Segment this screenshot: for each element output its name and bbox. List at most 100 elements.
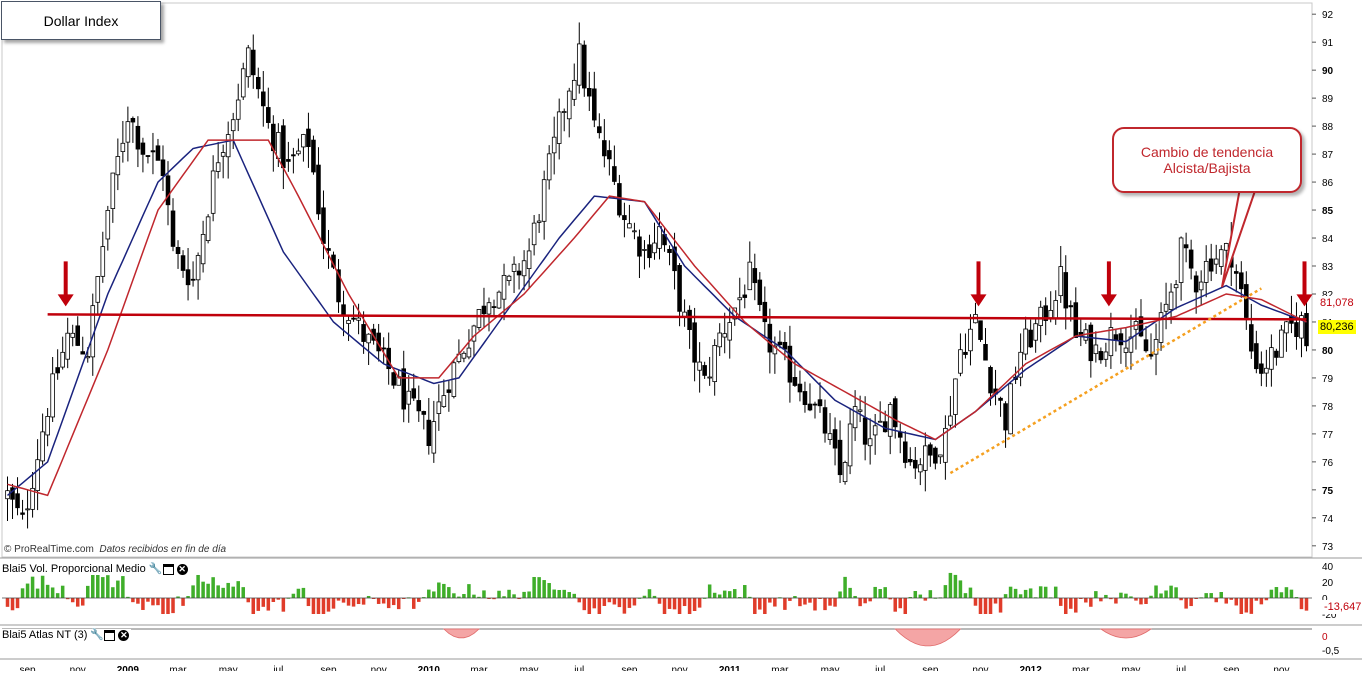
volume-axis-label: 0	[1322, 594, 1328, 605]
volume-bar	[838, 591, 842, 598]
volume-bar	[50, 587, 55, 598]
close-icon[interactable]: ✕	[118, 629, 130, 641]
candle-body	[571, 79, 577, 100]
candle-body	[336, 269, 341, 303]
candle-body	[356, 317, 361, 321]
volume-axis-label: -20	[1322, 610, 1337, 621]
x-tick-label: sep	[20, 665, 37, 671]
volume-bar	[186, 596, 190, 598]
volume-bar	[1184, 598, 1188, 609]
candle-body	[261, 91, 266, 107]
candle-body	[60, 351, 65, 368]
volume-bar	[1074, 598, 1078, 613]
volume-bar	[1099, 598, 1103, 602]
volume-bar	[321, 598, 326, 614]
volume-bar	[442, 583, 446, 598]
volume-bar	[211, 577, 215, 598]
volume-bar	[607, 598, 612, 603]
close-icon[interactable]: ✕	[176, 563, 188, 575]
volume-bar	[853, 595, 857, 598]
candle-body	[1213, 258, 1219, 265]
x-tick-label: mar	[1072, 665, 1090, 671]
x-tick-label: nov	[1273, 665, 1289, 671]
y-tick-label: 88	[1322, 122, 1334, 133]
x-tick-label: 2010	[418, 665, 441, 671]
volume-bar	[542, 580, 546, 598]
volume-bar	[266, 598, 271, 611]
volume-bar	[983, 598, 988, 614]
volume-bar	[727, 591, 732, 598]
volume-bar	[958, 580, 963, 598]
x-tick-label: jul	[874, 665, 885, 671]
candle-body	[597, 126, 602, 134]
candle-body	[426, 419, 432, 447]
y-tick-label: 91	[1322, 38, 1334, 49]
x-tick-label: sep	[922, 665, 939, 671]
candle-body	[837, 439, 843, 476]
candle-body	[953, 378, 958, 415]
volume-bar	[677, 598, 682, 614]
candle-body	[707, 376, 712, 379]
volume-bar	[457, 596, 461, 598]
volume-bar	[808, 598, 812, 603]
volume-bar	[181, 598, 185, 606]
volume-bar	[241, 587, 245, 598]
x-tick-label: jul	[272, 665, 283, 671]
window-icon[interactable]	[162, 563, 174, 575]
volume-bar	[356, 598, 361, 605]
candle-body	[677, 265, 682, 312]
volume-bar	[1043, 586, 1048, 598]
volume-bar	[371, 598, 376, 599]
x-tick-label: may	[219, 665, 238, 671]
volume-bar	[552, 589, 556, 598]
volume-bar	[1038, 586, 1043, 598]
window-icon[interactable]	[104, 629, 116, 641]
source-text: Datos recibidos en fin de día	[99, 544, 227, 555]
support-line	[47, 313, 1307, 321]
volume-bar	[592, 598, 597, 609]
volume-bar	[1018, 594, 1023, 598]
volume-bar	[818, 598, 822, 599]
candle-body	[897, 432, 903, 438]
volume-bar	[988, 598, 993, 614]
atlas-nt-panel: 0 -0,5	[2, 628, 1340, 657]
candle-body	[672, 246, 677, 272]
candle-body	[521, 260, 527, 277]
volume-bar	[251, 598, 256, 614]
x-tick-label: may	[520, 665, 539, 671]
candle-body	[496, 291, 502, 309]
candle-body	[862, 417, 868, 445]
volume-bar	[567, 592, 571, 598]
candle-body	[717, 332, 722, 348]
wrench-icon[interactable]: 🔧	[90, 628, 105, 641]
volume-bar	[798, 598, 802, 607]
volume-bar	[221, 587, 225, 598]
volume-bar	[978, 598, 983, 614]
volume-bar	[1214, 598, 1218, 603]
candle-body	[411, 388, 417, 399]
trend-line	[949, 287, 1262, 475]
signal-arrow-head	[1100, 294, 1117, 307]
volume-bar	[176, 596, 180, 598]
y-tick-label: 90	[1322, 66, 1334, 77]
candle-body	[787, 345, 793, 383]
candle-body	[782, 341, 788, 350]
volume-bar	[467, 584, 471, 598]
last-price-tag: 80,236	[1318, 320, 1356, 334]
volume-bar	[963, 593, 968, 598]
ma-slow-line	[7, 139, 1307, 497]
volume-bar	[913, 590, 918, 598]
volume-bar	[1129, 596, 1133, 598]
volume-bar	[627, 598, 632, 608]
volume-bar	[712, 592, 717, 598]
volume-bar	[482, 590, 486, 598]
volume-bar	[226, 582, 230, 598]
volume-bar	[401, 598, 406, 599]
candle-body	[777, 341, 783, 346]
volume-bar	[301, 587, 306, 598]
candle-body	[847, 423, 853, 467]
volume-bar	[1194, 598, 1198, 599]
volume-bar	[432, 591, 436, 598]
wrench-icon[interactable]: 🔧	[148, 562, 163, 575]
candle-body	[361, 324, 366, 342]
